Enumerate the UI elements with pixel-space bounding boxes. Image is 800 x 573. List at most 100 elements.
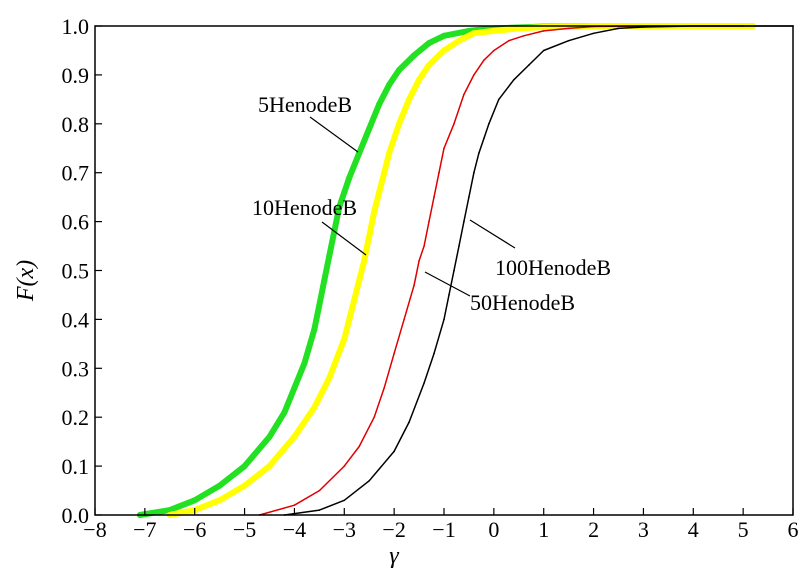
y-tick-label: 0.7 [62, 161, 90, 186]
data-point [376, 101, 383, 108]
x-tick-label: 0 [488, 517, 499, 542]
data-point [428, 220, 430, 223]
x-tick-label: −4 [283, 517, 306, 542]
x-tick-label: −7 [133, 517, 156, 542]
annotation-leader [309, 116, 359, 153]
data-point [311, 326, 318, 333]
data-point [166, 507, 173, 514]
data-point [393, 352, 395, 355]
data-point [478, 152, 480, 154]
data-point [508, 39, 510, 42]
data-point [216, 497, 223, 504]
data-point [617, 27, 620, 30]
y-tick-label: 0.2 [62, 405, 90, 430]
data-point [483, 137, 485, 140]
annotation-leader [424, 271, 471, 297]
annotation-label: 100HenodeB [495, 255, 611, 280]
data-point [396, 120, 403, 127]
x-tick-label: 3 [638, 517, 649, 542]
y-tick-label: 0.3 [62, 356, 90, 381]
annotation-label: 10HenodeB [252, 195, 357, 220]
data-point [470, 30, 477, 37]
data-point [567, 27, 570, 30]
data-point [346, 316, 353, 323]
data-point [458, 245, 460, 247]
plot-frame [94, 25, 794, 516]
series-layer [136, 23, 794, 518]
x-tick-label: −8 [83, 517, 106, 542]
data-point [241, 482, 248, 489]
x-tick-label: 2 [588, 517, 599, 542]
x-tick-label: −1 [432, 517, 455, 542]
data-point [311, 404, 318, 411]
data-point [318, 489, 321, 492]
series-line-100HenodeB [283, 25, 794, 516]
ticks-layer: −8 −7 −6 −5 −4 −3 −2 −1 0 1 2 3 4 5 6 0.0 0.1 0.2 0.3 0.4 0.… [62, 14, 799, 542]
data-point [413, 284, 415, 287]
data-point [373, 416, 376, 419]
series-line-50HenodeB [258, 25, 744, 516]
data-point [441, 47, 447, 54]
data-point [490, 27, 497, 34]
series-10HenodeB [166, 23, 757, 518]
x-tick-label: 6 [788, 517, 799, 542]
data-point [426, 62, 432, 69]
data-point [346, 174, 353, 181]
annotation-leader [469, 219, 516, 249]
data-point [266, 433, 273, 440]
data-point [341, 189, 348, 196]
data-point [396, 67, 403, 73]
data-point [411, 52, 418, 59]
data-point [358, 445, 361, 448]
data-point [301, 360, 308, 367]
data-point [393, 450, 395, 453]
data-point [321, 277, 328, 284]
data-point [351, 296, 358, 303]
data-point [423, 245, 425, 247]
data-point [366, 125, 373, 132]
data-point [468, 196, 470, 198]
data-point [291, 433, 298, 440]
data-point [406, 96, 413, 103]
data-point [293, 504, 296, 507]
data-point [416, 76, 423, 83]
data-point [356, 277, 363, 284]
annotation-layer: 5HenodeB 10HenodeB 50HenodeB 100HenodeB [252, 92, 611, 315]
data-point [336, 203, 343, 210]
data-point [361, 257, 368, 264]
data-point [326, 252, 333, 259]
x-tick-label: −6 [183, 517, 206, 542]
data-point [316, 301, 323, 308]
data-point [343, 499, 346, 502]
data-point [386, 81, 393, 88]
data-point [216, 482, 223, 489]
data-point [368, 480, 371, 482]
x-tick-label: 4 [688, 517, 699, 542]
x-tick-label: −5 [233, 517, 256, 542]
series-line-5HenodeB [136, 23, 712, 518]
annotation-label: 50HenodeB [470, 290, 575, 315]
data-point [326, 375, 333, 382]
x-tick-label: −2 [382, 517, 405, 542]
annotation-leader [321, 221, 367, 256]
data-point [453, 123, 455, 125]
data-point [456, 37, 462, 44]
data-point [381, 169, 388, 176]
data-point [473, 74, 475, 76]
y-tick-label: 1.0 [62, 14, 90, 39]
y-tick-label: 0.6 [62, 210, 90, 235]
data-point [266, 463, 273, 470]
y-tick-label: 0.1 [62, 454, 90, 479]
series-5HenodeB [136, 23, 712, 518]
data-point [281, 409, 288, 416]
data-point [433, 196, 435, 198]
data-point [318, 509, 321, 511]
data-point [341, 336, 348, 342]
y-tick-label: 0.9 [62, 63, 90, 88]
data-point [191, 497, 198, 504]
data-point [528, 64, 530, 66]
y-tick-label: 0.4 [62, 307, 90, 332]
data-point [463, 220, 465, 223]
annotation-label: 5HenodeB [258, 92, 352, 117]
